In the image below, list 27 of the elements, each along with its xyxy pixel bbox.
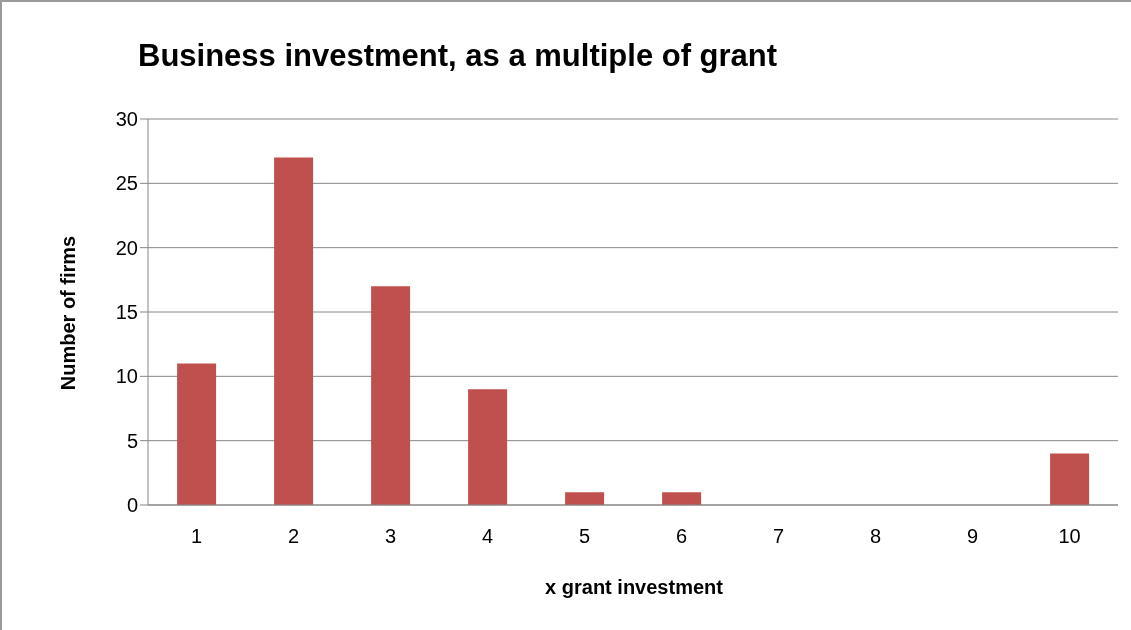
chart-title: Business investment, as a multiple of grant <box>138 38 778 74</box>
bar <box>662 492 702 505</box>
y-tick-label: 15 <box>115 301 138 324</box>
bar <box>468 389 508 505</box>
y-tick-label: 5 <box>126 429 138 452</box>
y-tick-label: 0 <box>126 494 138 517</box>
bar <box>274 157 314 505</box>
x-tick-label: 6 <box>675 525 688 548</box>
x-tick-label: 4 <box>481 525 494 548</box>
bar <box>565 492 605 505</box>
x-tick-label: 2 <box>287 525 300 548</box>
x-tick-label: 8 <box>869 525 882 548</box>
y-axis-title: Number of firms <box>56 235 80 391</box>
x-tick-label: 9 <box>966 525 979 548</box>
y-tick-label: 20 <box>115 236 138 259</box>
bar <box>1050 453 1090 505</box>
x-tick-label: 10 <box>1058 525 1081 548</box>
y-tick-label: 30 <box>115 108 138 131</box>
bar <box>177 363 217 505</box>
x-tick-label: 5 <box>578 525 591 548</box>
bar <box>371 286 411 505</box>
x-axis-title: x grant investment <box>545 575 723 599</box>
x-tick-label: 3 <box>384 525 397 548</box>
y-tick-label: 10 <box>115 365 138 388</box>
x-tick-label: 7 <box>772 525 785 548</box>
x-tick-label: 1 <box>190 525 203 548</box>
y-tick-label: 25 <box>115 172 138 195</box>
